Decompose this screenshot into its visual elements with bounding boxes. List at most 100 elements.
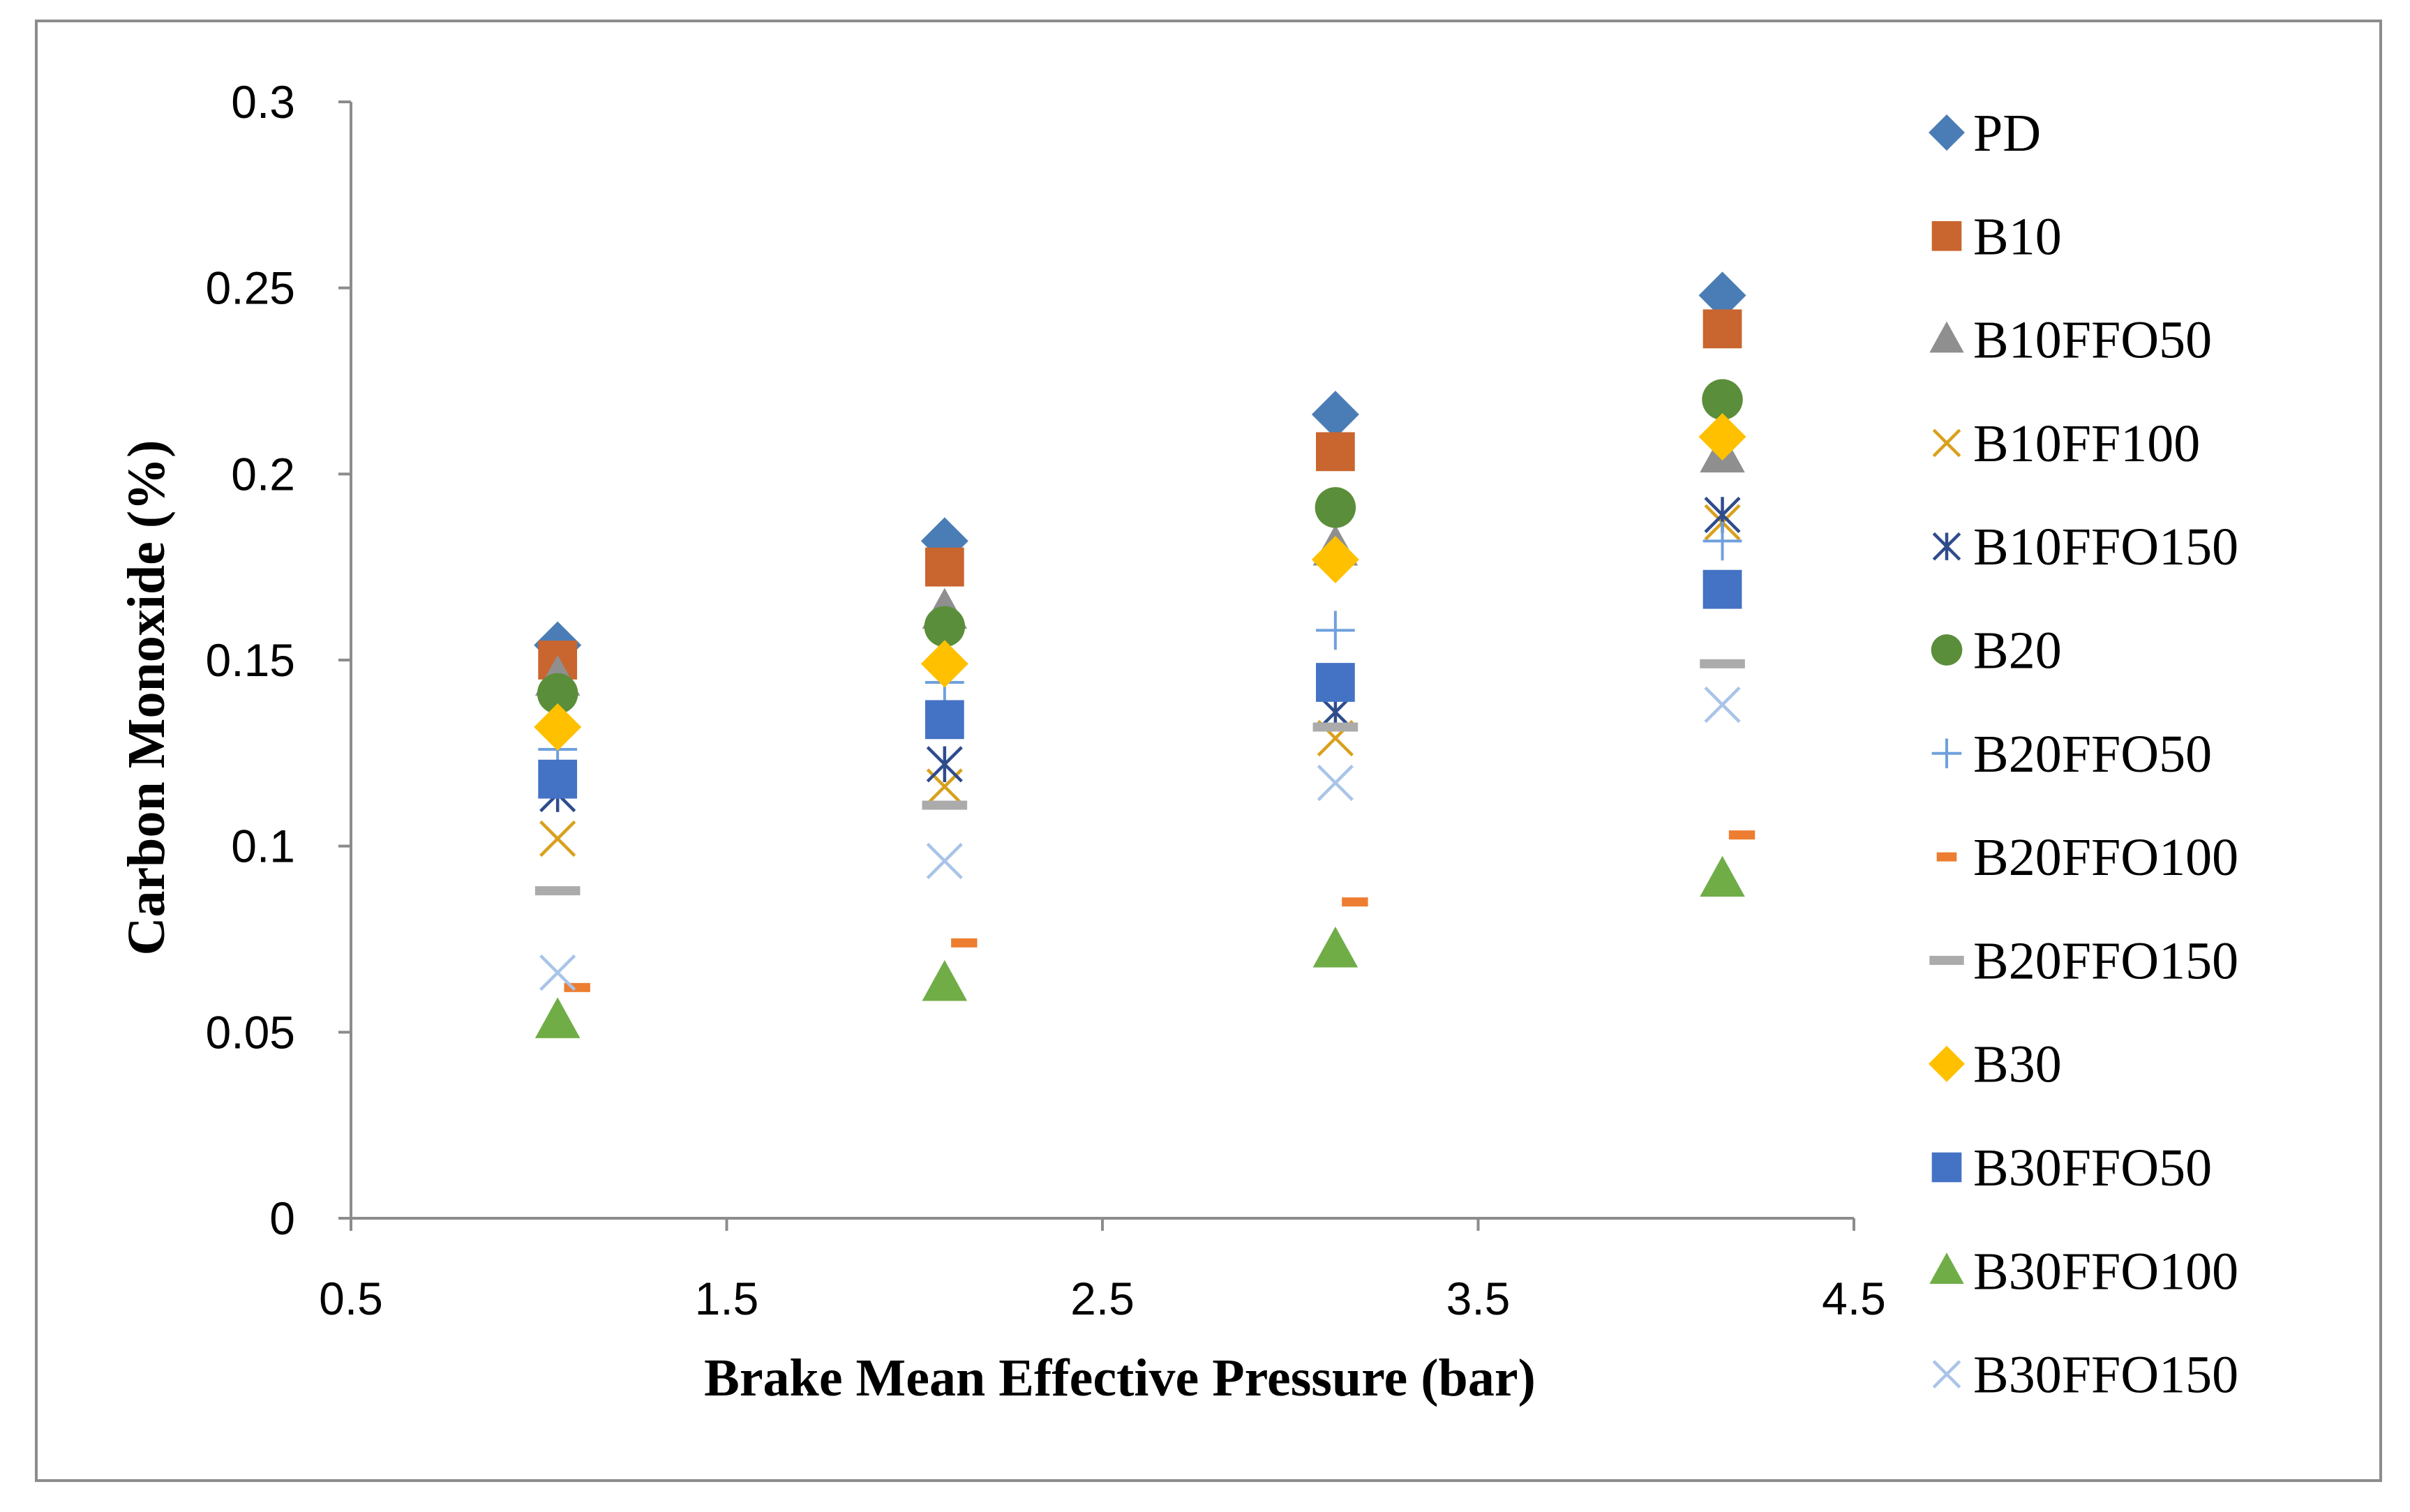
data-point-b10 (925, 547, 964, 587)
data-point-pd (1698, 271, 1746, 320)
y-tick-label: 0 (269, 1192, 295, 1244)
x-tick-label: 0.5 (319, 1273, 383, 1324)
chart-border (35, 20, 2382, 1482)
y-tick-label: 0.15 (206, 634, 295, 686)
legend-item-b20: B20 (1931, 622, 2062, 680)
legend-item-b20ffo150: B20FFO150 (1929, 931, 2238, 990)
axes: 0 0.05 0.1 0.15 0.2 0.25 0.3 0.5 1.5 2.5 3.5 4.5 (206, 76, 1886, 1324)
series-b10 (538, 309, 1742, 680)
data-point-b30ffo100 (922, 960, 968, 1001)
x-tick-label: 2.5 (1070, 1273, 1135, 1324)
y-tick-label: 0.1 (231, 821, 295, 872)
data-point-b30ffo150 (539, 954, 576, 991)
data-point-b30ffo50 (1702, 569, 1742, 609)
data-point-b20ffo100 (951, 938, 978, 948)
data-point-b30ffo50 (1315, 663, 1355, 702)
legend-label: B20FFO100 (1973, 828, 2238, 887)
legend-item-b20ffo100: B20FFO100 (1936, 828, 2238, 887)
legend-marker-b20 (1931, 634, 1963, 666)
legend-label: B10FFO50 (1973, 311, 2212, 370)
series-b30 (534, 413, 1746, 751)
series-b20 (537, 379, 1743, 714)
x-axis-title: Brake Mean Effective Pressure (bar) (704, 1349, 1536, 1407)
data-point-b20ffo100 (1728, 830, 1756, 840)
x-tick-label: 1.5 (695, 1273, 759, 1324)
legend-item-b10ff100: B10FF100 (1932, 414, 2200, 473)
data-point-b20 (1702, 379, 1743, 420)
data-point-pd (1311, 391, 1359, 438)
legend-item-b30ffo150: B30FFO150 (1932, 1346, 2238, 1405)
data-point-b30ffo150 (1704, 686, 1741, 724)
data-point-b20ffo100 (1342, 897, 1368, 907)
y-axis-title: Carbon Monoxide (%) (117, 440, 176, 956)
legend-label: B20FFO50 (1973, 725, 2212, 784)
data-point-b30ffo100 (1700, 855, 1745, 897)
legend-marker-b30ffo150 (1932, 1360, 1961, 1389)
data-point-b20ffo150 (1312, 722, 1359, 732)
data-points (534, 271, 1756, 1038)
legend-marker-b10ff100 (1932, 428, 1961, 458)
legend-marker-b10ffo150 (1932, 532, 1961, 561)
y-tick-label: 0.2 (231, 448, 295, 500)
data-point-b20ffo50 (1315, 611, 1355, 650)
data-point-b30ffo50 (925, 700, 964, 740)
legend-item-b30ffo50: B30FFO50 (1931, 1139, 2212, 1197)
legend-marker-b10ffo50 (1929, 321, 1964, 353)
data-point-b30ffo150 (1317, 764, 1354, 802)
legend: PD B10 B10FFO50 B10FF100 B10FFO150 B20 B20FFO5… (1929, 104, 2238, 1405)
legend-item-b30ffo100: B30FFO100 (1929, 1242, 2238, 1301)
data-point-b30 (1698, 413, 1746, 461)
legend-label: B30 (1973, 1035, 2062, 1094)
legend-label: B10 (1973, 207, 2062, 266)
legend-label: B30FFO50 (1973, 1139, 2212, 1197)
series-b20ffo150 (534, 659, 1745, 896)
data-point-b10 (1315, 432, 1355, 472)
legend-item-b10ffo50: B10FFO50 (1929, 311, 2212, 370)
legend-label: B30FFO150 (1973, 1346, 2238, 1405)
data-point-b20ffo150 (922, 800, 968, 810)
legend-marker-b20ffo50 (1931, 738, 1962, 769)
data-point-b30 (920, 640, 968, 688)
legend-marker-b30ffo50 (1931, 1152, 1962, 1183)
data-point-b10ffo150 (926, 746, 963, 783)
legend-label: B30FFO100 (1973, 1242, 2238, 1301)
series-b30ffo100 (534, 855, 1745, 1038)
legend-marker-b30ffo100 (1929, 1252, 1964, 1285)
legend-marker-b20ffo100 (1936, 852, 1957, 862)
data-point-b20ffo50 (1702, 521, 1742, 561)
data-point-b10ff100 (539, 820, 576, 858)
legend-item-b10ffo150: B10FFO150 (1932, 518, 2238, 576)
data-point-b20 (537, 673, 578, 714)
data-point-b30ffo100 (534, 997, 581, 1038)
data-point-b20 (1315, 487, 1356, 528)
series-b30ffo150 (539, 686, 1741, 991)
series-b30ffo50 (538, 569, 1742, 799)
legend-label: B20FFO150 (1973, 931, 2238, 990)
legend-item-b10: B10 (1931, 207, 2062, 266)
data-point-b30ffo100 (1312, 927, 1359, 968)
data-point-b20ffo150 (1700, 659, 1745, 668)
legend-marker-b30 (1929, 1045, 1965, 1082)
data-point-b30ffo50 (538, 759, 578, 799)
data-point-b10 (1702, 309, 1742, 349)
legend-label: B10FFO150 (1973, 518, 2238, 576)
data-point-b30 (1311, 536, 1359, 583)
legend-marker-pd (1929, 114, 1965, 151)
x-tick-label: 3.5 (1446, 1273, 1511, 1324)
legend-marker-b20ffo150 (1929, 955, 1964, 965)
legend-label: B10FF100 (1973, 414, 2200, 473)
legend-label: PD (1973, 104, 2041, 163)
data-point-b30ffo150 (926, 842, 963, 880)
legend-item-b30: B30 (1929, 1035, 2062, 1094)
data-point-b20 (924, 606, 966, 648)
data-point-b20ffo150 (534, 886, 581, 896)
data-point-b30 (534, 703, 582, 751)
y-tick-label: 0.05 (206, 1006, 295, 1058)
legend-marker-b10 (1931, 220, 1962, 251)
legend-label: B20 (1973, 622, 2062, 680)
legend-item-pd: PD (1929, 104, 2041, 163)
x-tick-label: 4.5 (1822, 1273, 1886, 1324)
legend-item-b20ffo50: B20FFO50 (1931, 725, 2212, 784)
